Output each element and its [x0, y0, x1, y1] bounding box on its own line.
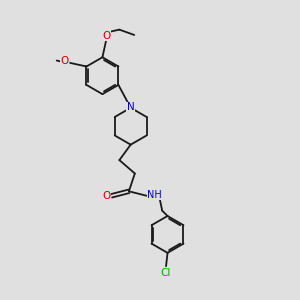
Text: O: O [102, 31, 110, 40]
Text: O: O [102, 191, 110, 201]
Text: O: O [61, 56, 69, 65]
Text: Cl: Cl [161, 268, 171, 278]
Text: N: N [127, 102, 135, 112]
Text: NH: NH [147, 190, 162, 200]
